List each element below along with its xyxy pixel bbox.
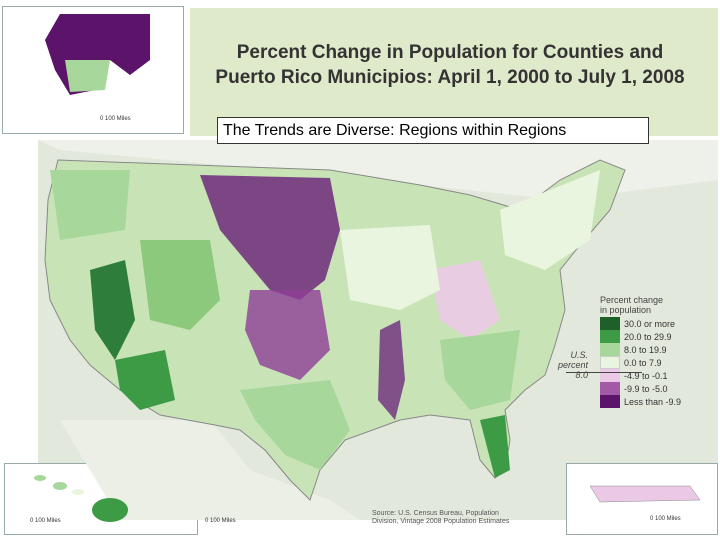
legend-item: 8.0 to 19.9 bbox=[600, 343, 712, 356]
legend-label: 20.0 to 29.9 bbox=[624, 331, 672, 342]
legend-item: 20.0 to 29.9 bbox=[600, 330, 712, 343]
map-scale: 0 100 Miles bbox=[205, 518, 236, 524]
legend-swatch bbox=[600, 395, 620, 408]
source-line-2: Division, Vintage 2008 Population Estima… bbox=[372, 518, 510, 525]
source-line-1: Source: U.S. Census Bureau, Population bbox=[372, 510, 499, 517]
us-percent-value: 8.0 bbox=[575, 370, 589, 380]
legend-title-line-1: Percent change bbox=[600, 295, 664, 305]
legend-label: -9.9 to -5.0 bbox=[624, 383, 668, 394]
legend-title-line-2: in population bbox=[600, 305, 652, 315]
mexico-land bbox=[60, 420, 360, 520]
region-texas bbox=[240, 380, 350, 470]
us-percent-line-1: U.S. bbox=[570, 350, 589, 360]
legend-label: 8.0 to 19.9 bbox=[624, 344, 667, 355]
legend-title: Percent change in population bbox=[600, 295, 712, 315]
region-northeast bbox=[500, 170, 600, 270]
region-appalachia bbox=[430, 260, 500, 340]
region-utah-colorado bbox=[140, 240, 220, 330]
legend-swatch bbox=[600, 369, 620, 382]
legend-item: Less than -9.9 bbox=[600, 395, 712, 408]
us-percent-divider bbox=[566, 372, 642, 373]
map-title: Percent Change in Population for Countie… bbox=[200, 40, 700, 90]
region-midwest bbox=[340, 225, 440, 310]
pr-shape bbox=[589, 485, 701, 503]
alaska-south bbox=[65, 60, 110, 92]
region-northern-plains bbox=[200, 175, 340, 300]
legend: Percent change in population 30.0 or mor… bbox=[600, 295, 712, 408]
legend-label: -4.9 to -0.1 bbox=[624, 370, 668, 381]
us-percent-line-2: percent bbox=[558, 360, 589, 370]
title-panel bbox=[190, 8, 718, 136]
region-arizona bbox=[115, 350, 175, 410]
legend-item: 30.0 or more bbox=[600, 317, 712, 330]
legend-swatch bbox=[600, 317, 620, 330]
hawaii-island-1 bbox=[34, 475, 46, 481]
legend-swatch bbox=[600, 382, 620, 395]
legend-label: 30.0 or more bbox=[624, 318, 676, 329]
region-florida bbox=[480, 415, 510, 478]
hawaii-island-3 bbox=[72, 489, 84, 495]
legend-swatch bbox=[600, 330, 620, 343]
alaska-scale: 0 100 Miles bbox=[100, 116, 131, 122]
title-line-2: Puerto Rico Municipios: April 1, 2000 to… bbox=[215, 67, 685, 88]
region-great-plains bbox=[245, 290, 330, 380]
hawaii-island-2 bbox=[53, 482, 67, 490]
legend-swatch bbox=[600, 343, 620, 356]
region-pacific-nw bbox=[50, 170, 130, 240]
legend-label: Less than -9.9 bbox=[624, 396, 682, 407]
legend-item: -4.9 to -0.1 bbox=[600, 369, 712, 382]
pr-scale: 0 100 Miles bbox=[650, 516, 681, 522]
region-southeast bbox=[440, 330, 520, 410]
title-line-1: Percent Change in Population for Countie… bbox=[236, 42, 664, 63]
region-mississippi bbox=[378, 320, 405, 420]
hawaii-island-4 bbox=[92, 498, 128, 522]
legend-item: -9.9 to -5.0 bbox=[600, 382, 712, 395]
legend-item: 0.0 to 7.9 bbox=[600, 356, 712, 369]
us-percent-note: U.S. percent 8.0 bbox=[558, 350, 588, 380]
region-nevada bbox=[90, 260, 135, 360]
canada-land bbox=[38, 140, 718, 200]
legend-swatch bbox=[600, 356, 620, 369]
source-note: Source: U.S. Census Bureau, Population D… bbox=[372, 510, 509, 526]
subtitle-box: The Trends are Diverse: Regions within R… bbox=[217, 117, 649, 144]
hawaii-scale: 0 100 Miles bbox=[30, 518, 61, 524]
legend-label: 0.0 to 7.9 bbox=[624, 357, 662, 368]
